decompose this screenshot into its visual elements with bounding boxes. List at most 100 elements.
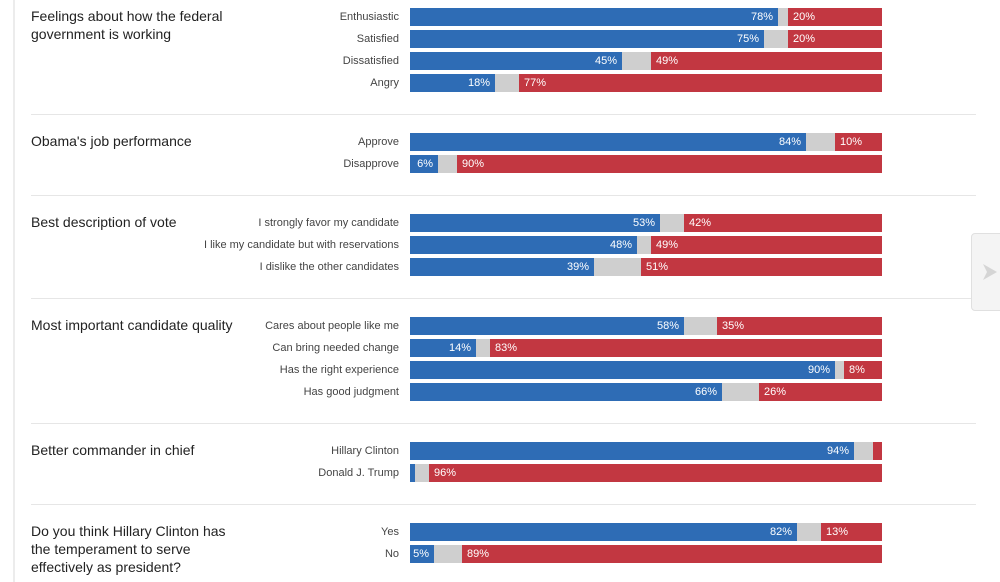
other-bar-segment (806, 133, 835, 151)
other-bar-segment (835, 361, 844, 379)
section-divider (31, 504, 976, 505)
clinton-bar-segment (410, 383, 722, 401)
left-border (13, 0, 15, 582)
clinton-percent-label: 58% (656, 320, 679, 332)
clinton-percent-label: 6% (417, 158, 433, 170)
trump-percent-label: 20% (793, 33, 816, 45)
other-bar-segment (476, 339, 490, 357)
trump-percent-label: 83% (495, 342, 518, 354)
section-divider (31, 195, 976, 196)
answer-label: Donald J. Trump (318, 467, 399, 479)
question-title: Obama's job performance (31, 133, 192, 149)
trump-percent-label: 96% (434, 467, 457, 479)
clinton-percent-label: 78% (750, 11, 773, 23)
trump-bar-segment (873, 442, 882, 460)
clinton-bar-segment (410, 74, 495, 92)
answer-label: Has the right experience (279, 364, 399, 376)
stacked-bar: 5% 89% (410, 545, 882, 563)
clinton-percent-label: 53% (632, 217, 655, 229)
clinton-bar-segment (410, 361, 835, 379)
other-bar-segment (684, 317, 717, 335)
trump-bar-segment (651, 52, 882, 70)
other-bar-segment (797, 523, 821, 541)
clinton-percent-label: 5% (413, 548, 429, 560)
section-divider (31, 114, 976, 115)
clinton-bar-segment (410, 339, 476, 357)
stacked-bar: 53% 42% (410, 214, 882, 232)
clinton-bar-segment (410, 464, 415, 482)
trump-percent-label: 49% (656, 239, 679, 251)
clinton-percent-label: 39% (566, 261, 589, 273)
other-bar-segment (660, 214, 684, 232)
clinton-bar-segment (410, 317, 684, 335)
question-title: Do you think Hillary Clinton has the tem… (31, 523, 226, 575)
trump-percent-label: 77% (524, 77, 547, 89)
other-bar-segment (778, 8, 788, 26)
answer-label: Enthusiastic (339, 11, 399, 23)
clinton-percent-label: 82% (769, 526, 792, 538)
answer-label: I strongly favor my candidate (258, 217, 399, 229)
section-divider (31, 298, 976, 299)
trump-bar-segment (717, 317, 882, 335)
answer-label: Satisfied (356, 33, 399, 45)
stacked-bar: 96% (410, 464, 882, 482)
clinton-bar-segment (410, 442, 854, 460)
trump-bar-segment (429, 464, 882, 482)
question-title: Better commander in chief (31, 442, 195, 458)
stacked-bar: 48% 49% (410, 236, 882, 254)
other-bar-segment (622, 52, 651, 70)
stacked-bar: 75% 20% (410, 30, 882, 48)
clinton-percent-label: 94% (826, 445, 849, 457)
stacked-bar: 39% 51% (410, 258, 882, 276)
trump-bar-segment (641, 258, 882, 276)
answer-label: Cares about people like me (265, 320, 399, 332)
clinton-percent-label: 84% (778, 136, 801, 148)
other-bar-segment (637, 236, 651, 254)
trump-percent-label: 49% (656, 55, 679, 67)
answer-label: Disapprove (343, 158, 399, 170)
trump-percent-label: 20% (793, 11, 816, 23)
chevron-right-icon (983, 264, 997, 280)
stacked-bar: 66% 26% (410, 383, 882, 401)
clinton-percent-label: 48% (609, 239, 632, 251)
question-title: Feelings about how the federal governmen… (31, 8, 223, 42)
trump-percent-label: 26% (764, 386, 787, 398)
trump-bar-segment (519, 74, 882, 92)
trump-bar-segment (835, 133, 882, 151)
stacked-bar: 90% 8% (410, 361, 882, 379)
trump-percent-label: 51% (646, 261, 669, 273)
trump-bar-segment (490, 339, 882, 357)
answer-label: Angry (370, 77, 399, 89)
clinton-bar-segment (410, 236, 637, 254)
other-bar-segment (722, 383, 759, 401)
other-bar-segment (495, 74, 519, 92)
clinton-bar-segment (410, 258, 594, 276)
clinton-bar-segment (410, 214, 660, 232)
clinton-percent-label: 18% (467, 77, 490, 89)
trump-percent-label: 10% (840, 136, 863, 148)
trump-bar-segment (759, 383, 882, 401)
stacked-bar: 82% 13% (410, 523, 882, 541)
trump-percent-label: 13% (826, 526, 849, 538)
answer-label: Approve (358, 136, 399, 148)
clinton-bar-segment (410, 8, 778, 26)
clinton-bar-segment (410, 155, 438, 173)
trump-bar-segment (651, 236, 882, 254)
clinton-bar-segment (410, 545, 434, 563)
trump-bar-segment (788, 8, 882, 26)
answer-label: Can bring needed change (272, 342, 399, 354)
other-bar-segment (415, 464, 429, 482)
other-bar-segment (594, 258, 641, 276)
stacked-bar: 84% 10% (410, 133, 882, 151)
stacked-bar: 58% 35% (410, 317, 882, 335)
answer-label: I like my candidate but with reservation… (203, 239, 399, 251)
clinton-percent-label: 66% (694, 386, 717, 398)
stacked-bar: 94% (410, 442, 882, 460)
trump-bar-segment (788, 30, 882, 48)
answer-label: I dislike the other candidates (259, 261, 399, 273)
answer-label: Has good judgment (303, 386, 399, 398)
clinton-percent-label: 14% (448, 342, 471, 354)
stacked-bar: 78% 20% (410, 8, 882, 26)
clinton-bar-segment (410, 52, 622, 70)
next-panel-tab[interactable] (971, 233, 1000, 311)
